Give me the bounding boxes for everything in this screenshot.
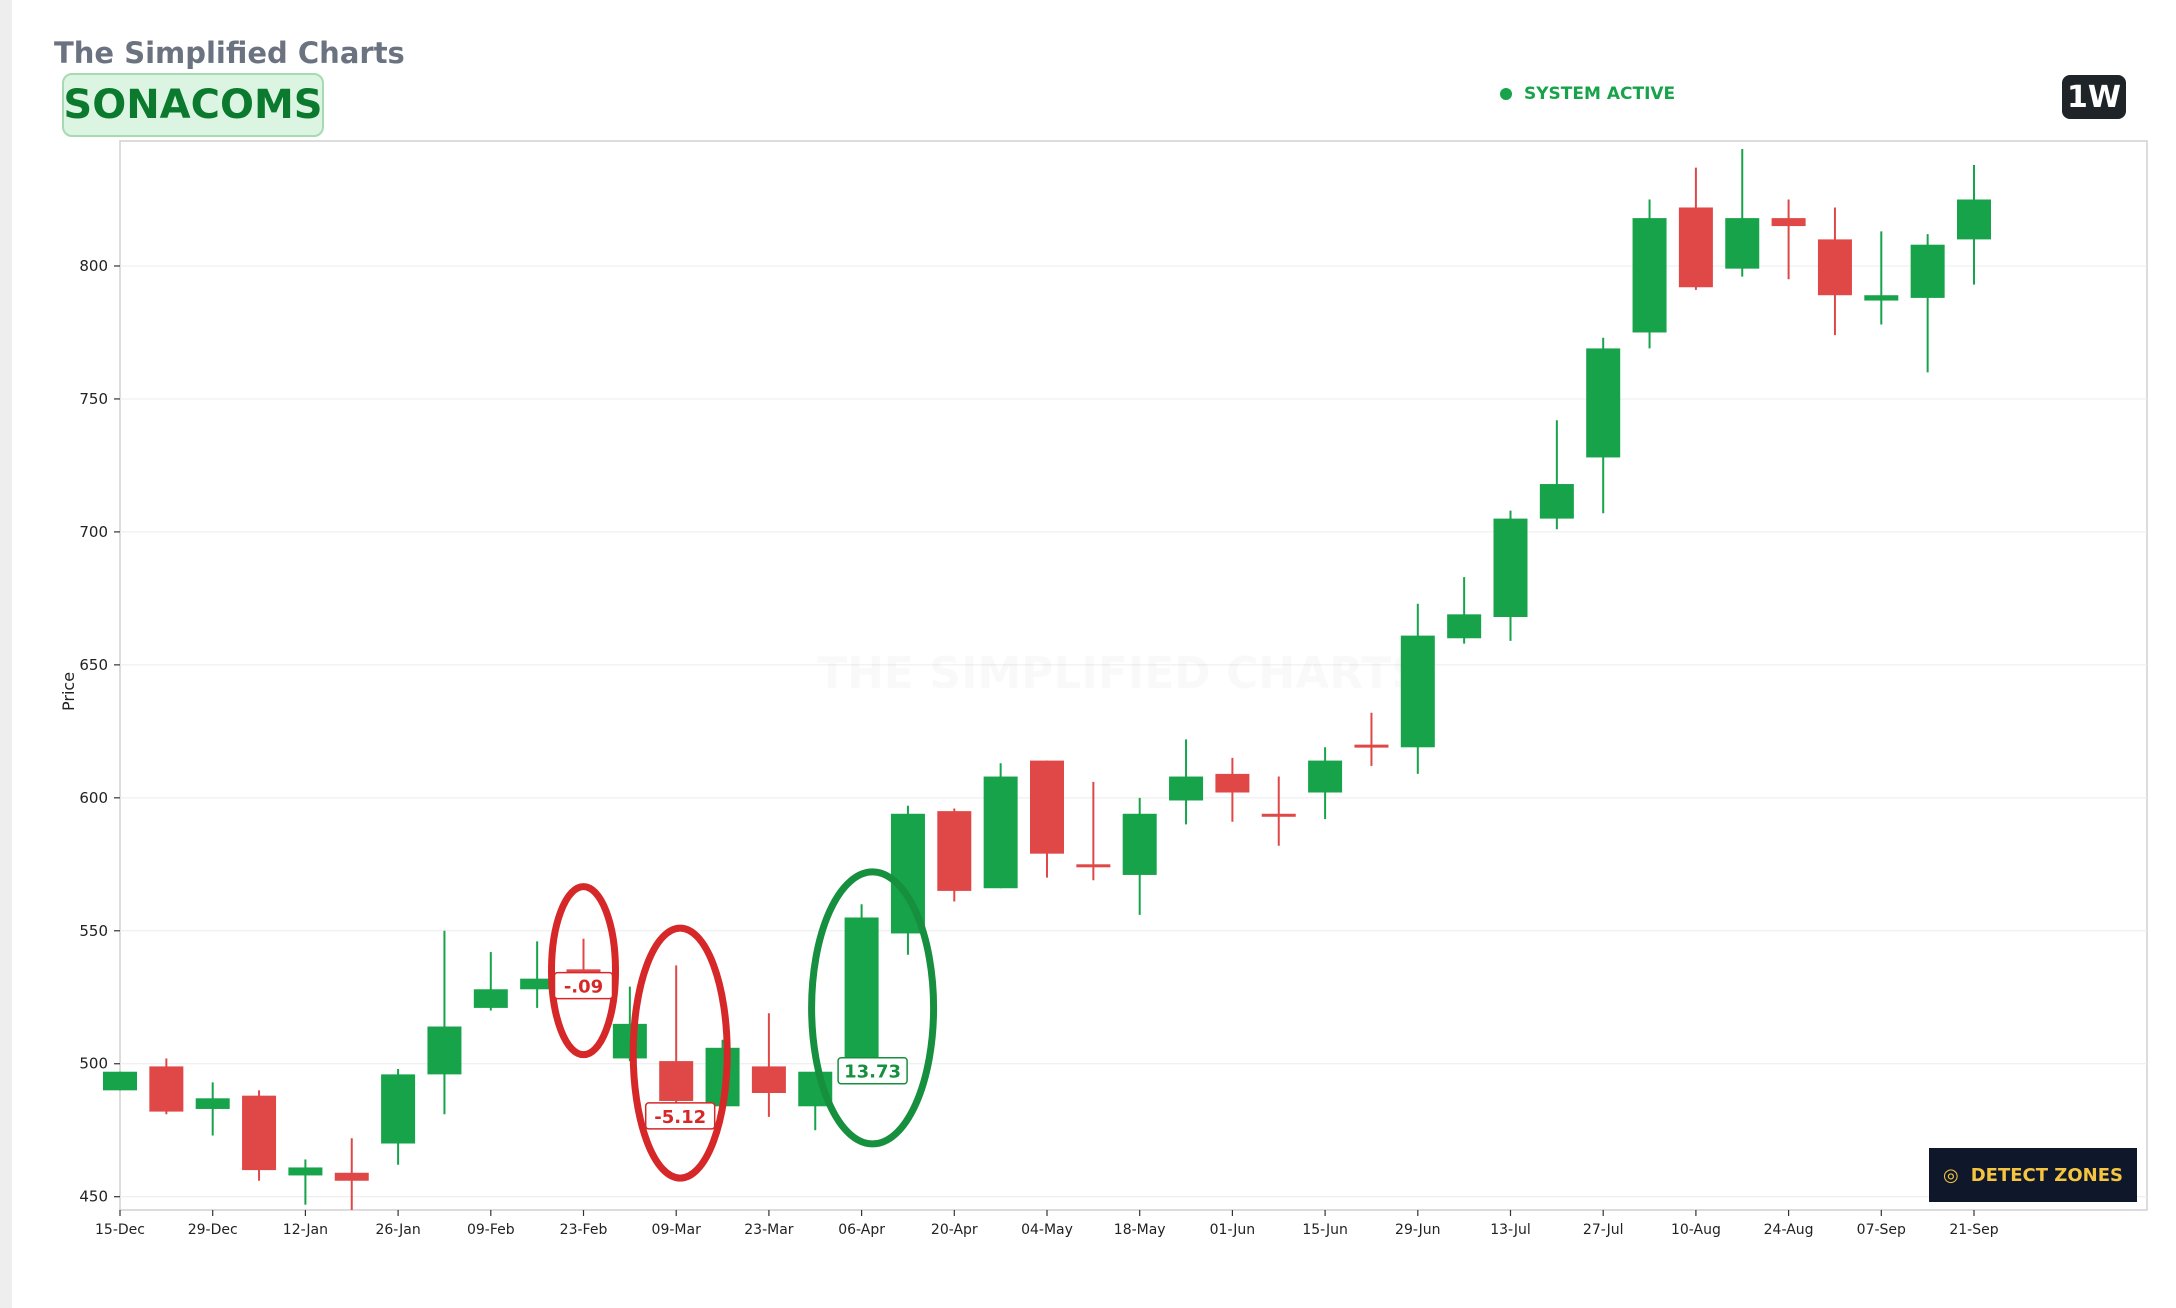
x-tick-label: 13-Jul [1490,1222,1531,1238]
y-axis-label: Price [59,672,78,711]
candle-body [983,776,1018,889]
y-tick-label: 550 [79,922,108,940]
ticker-badge: SONACOMS [62,73,324,137]
x-tick-label: 15-Dec [95,1222,145,1238]
y-tick-label: 700 [79,523,108,541]
status-label: SYSTEM ACTIVE [1524,84,1676,104]
candle-body [1910,244,1945,298]
candle-body [1771,218,1806,227]
candle-body [288,1167,323,1176]
y-tick-label: 500 [79,1055,108,1073]
annotation-ellipse [808,868,938,1148]
x-tick-label: 21-Sep [1949,1222,1998,1238]
annotation-label-box [837,1056,908,1085]
target-icon: ◎ [1943,1164,1959,1186]
candle-body [937,811,972,891]
timeframe-badge[interactable]: 1W [2062,75,2126,119]
detect-zones-button[interactable]: ◎ DETECT ZONES [1929,1148,2137,1202]
x-tick-label: 29-Dec [188,1222,238,1238]
candle-body [1030,760,1064,854]
candle-body [381,1074,416,1144]
status-dot-icon [1500,88,1512,100]
candle-body [427,1026,462,1075]
x-tick-label: 24-Aug [1764,1222,1814,1238]
annotation-ellipse [548,883,619,1059]
candle-body [1261,813,1296,817]
candle-body [844,917,879,1067]
candle-body [1864,295,1899,301]
x-tick-label: 23-Feb [560,1222,608,1238]
candle-body [1678,207,1713,288]
candle-body [1076,864,1111,868]
candle-body [566,969,601,973]
detect-zones-label: DETECT ZONES [1970,1164,2123,1186]
candle-body [520,978,555,990]
candle-body [473,989,508,1008]
candle-body [1354,744,1389,748]
x-tick-label: 10-Aug [1671,1222,1721,1238]
x-tick-label: 15-Jun [1302,1222,1348,1238]
x-tick-label: 12-Jan [283,1222,328,1238]
x-tick-label: 09-Feb [467,1222,515,1238]
candle-body [1632,218,1667,333]
y-tick-label: 450 [79,1188,108,1206]
candle-body [334,1172,369,1181]
system-status: SYSTEM ACTIVE [1500,84,1675,104]
candle-body [1400,635,1435,748]
annotation-label: 13.73 [844,1062,901,1083]
candle-body [1725,218,1760,269]
annotation-ellipse [629,924,731,1182]
x-tick-label: 20-Apr [931,1222,978,1238]
annotation-label-box [553,971,614,1000]
y-tick-label: 650 [79,656,108,674]
y-tick-label: 800 [79,257,108,275]
x-tick-label: 01-Jun [1210,1222,1256,1238]
x-tick-label: 26-Jan [375,1222,420,1238]
annotation-label: -.09 [564,977,603,998]
left-edge-strip [0,0,12,1308]
x-tick-label: 29-Jun [1395,1222,1441,1238]
candle-body [1215,773,1250,793]
candle-body [1586,348,1621,458]
candle-body [1957,199,1991,240]
x-tick-label: 23-Mar [744,1222,794,1238]
x-tick-label: 07-Sep [1857,1222,1906,1238]
candle-body [242,1095,277,1171]
annotation-label-box [644,1102,716,1130]
y-tick-label: 600 [79,789,108,807]
x-tick-label: 06-Apr [838,1222,885,1238]
candle-body [751,1066,786,1093]
annotation-label: -5.12 [654,1107,706,1128]
candle-body [659,1061,694,1101]
y-tick-label: 750 [79,390,108,408]
x-tick-label: 27-Jul [1583,1222,1624,1238]
candle-body [195,1098,230,1109]
candle-body [1447,614,1482,639]
x-tick-label: 04-May [1021,1222,1073,1238]
x-tick-label: 18-May [1114,1222,1166,1238]
watermark-text: THE SIMPLIFIED CHARTS [817,648,1423,699]
x-tick-label: 09-Mar [652,1222,702,1238]
candle-body [1539,484,1574,519]
candle-body [1308,760,1343,793]
candle-body [1169,776,1204,801]
candle-body [1122,813,1157,875]
candle-body [103,1071,137,1091]
brand-title: The Simplified Charts [54,36,405,70]
candle-body [1817,239,1852,296]
candle-body [1493,518,1528,617]
candle-body [149,1066,184,1112]
